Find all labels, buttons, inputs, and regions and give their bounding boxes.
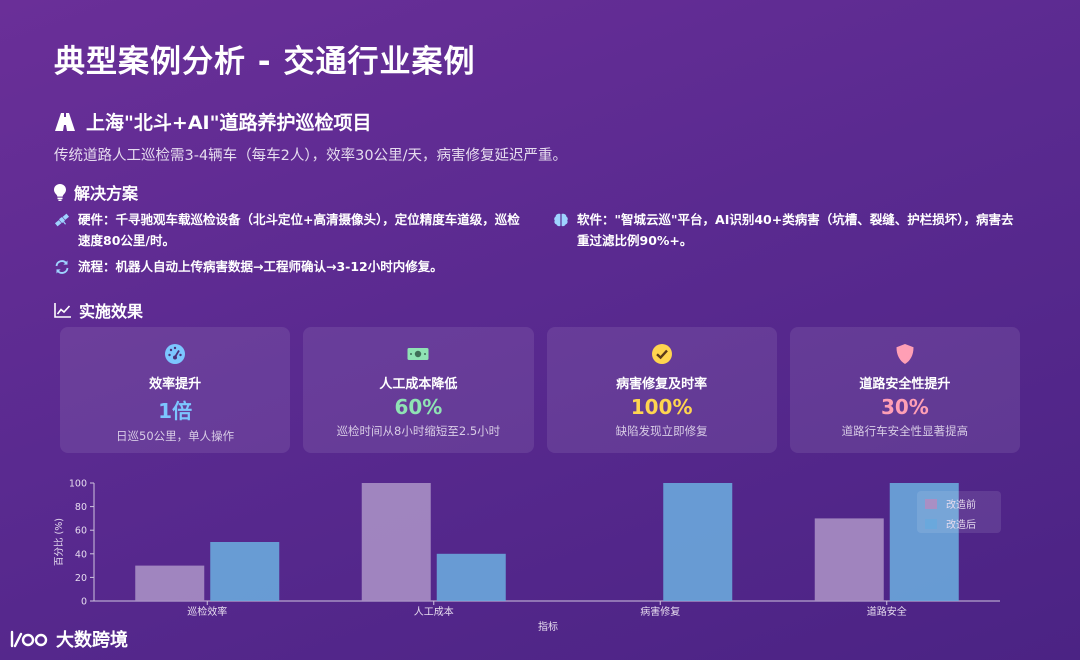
legend-swatch bbox=[925, 519, 937, 529]
brand-logo bbox=[10, 630, 48, 648]
effect-card-safety: 道路安全性提升 30% 道路行车安全性显著提高 bbox=[789, 327, 1020, 453]
effects-heading-label: 实施效果 bbox=[79, 302, 144, 321]
speedometer-icon bbox=[165, 344, 186, 364]
legend-label: 改造前 bbox=[946, 498, 976, 511]
road-icon bbox=[55, 112, 75, 131]
x-tick-label: 道路安全 bbox=[867, 605, 907, 618]
effects-heading: 实施效果 bbox=[54, 298, 143, 322]
legend-swatch bbox=[925, 499, 937, 509]
brand-watermark: 大数跨境 bbox=[10, 626, 128, 652]
project-description: 传统道路人工巡检需3-4辆车（每车2人），效率30公里/天，病害修复延迟严重。 bbox=[54, 148, 567, 164]
project-heading: 上海"北斗+AI"道路养护巡检项目 bbox=[54, 108, 372, 135]
legend-label: 改造后 bbox=[946, 518, 976, 531]
solution-item-text: 软件："智城云巡"平台，AI识别40+类病害（坑槽、裂缝、护栏损坏），病害去重过… bbox=[577, 212, 1014, 248]
legend-box bbox=[917, 491, 1001, 533]
brand-name: 大数跨境 bbox=[56, 630, 128, 651]
solution-item-software: 软件："智城云巡"平台，AI识别40+类病害（坑槽、裂缝、护栏损坏），病害去重过… bbox=[553, 209, 1023, 251]
bar-after bbox=[663, 483, 733, 601]
solution-item-text: 硬件：千寻驰观车载巡检设备（北斗定位+高清摄像头），定位精度车道级，巡检速度80… bbox=[78, 212, 520, 248]
bar-after bbox=[210, 542, 280, 601]
bar-after bbox=[889, 483, 959, 601]
y-tick-label: 20 bbox=[75, 573, 87, 584]
x-axis-label: 指标 bbox=[538, 620, 558, 633]
sync-icon bbox=[55, 260, 69, 274]
card-note: 日巡50公里，单人操作 bbox=[116, 429, 235, 443]
bar-before bbox=[135, 565, 205, 601]
solution-item-hardware: 硬件：千寻驰观车载巡检设备（北斗定位+高清摄像头），定位精度车道级，巡检速度80… bbox=[54, 209, 524, 251]
solution-heading-label: 解决方案 bbox=[74, 184, 139, 203]
check-circle-icon bbox=[651, 344, 672, 364]
effect-card-efficiency: 效率提升 1倍 日巡50公里，单人操作 bbox=[60, 327, 291, 453]
bar-after bbox=[436, 553, 506, 601]
card-title: 人工成本降低 bbox=[379, 377, 458, 392]
satellite-icon bbox=[54, 213, 70, 227]
x-tick-label: 人工成本 bbox=[414, 605, 454, 618]
card-title: 病害修复及时率 bbox=[616, 377, 708, 392]
card-value: 1倍 bbox=[158, 399, 193, 423]
solution-heading: 解决方案 bbox=[54, 180, 138, 204]
brain-icon bbox=[554, 213, 568, 227]
card-note: 缺陷发现立即修复 bbox=[615, 424, 708, 438]
card-value: 100% bbox=[630, 395, 693, 419]
y-tick-label: 40 bbox=[75, 549, 87, 560]
y-tick-label: 60 bbox=[75, 526, 87, 537]
card-note: 道路行车安全性显著提高 bbox=[841, 424, 969, 438]
x-tick-label: 病害修复 bbox=[640, 605, 680, 618]
shield-icon bbox=[896, 344, 914, 364]
card-value: 60% bbox=[394, 395, 443, 419]
project-name: 上海"北斗+AI"道路养护巡检项目 bbox=[86, 112, 372, 134]
effect-card-repair: 病害修复及时率 100% 缺陷发现立即修复 bbox=[546, 327, 777, 453]
bar-before bbox=[361, 483, 431, 601]
solution-item-text: 流程：机器人自动上传病害数据→工程师确认→3-12小时内修复。 bbox=[78, 259, 443, 274]
x-tick-label: 巡检效率 bbox=[187, 605, 227, 618]
lightbulb-icon bbox=[54, 183, 66, 201]
solution-item-process: 流程：机器人自动上传病害数据→工程师确认→3-12小时内修复。 bbox=[54, 256, 614, 277]
y-tick-label: 0 bbox=[81, 597, 87, 608]
card-title: 道路安全性提升 bbox=[859, 377, 951, 392]
page-title: 典型案例分析 - 交通行业案例 bbox=[54, 44, 476, 80]
y-axis-label: 百分比 (%) bbox=[53, 518, 65, 566]
bar-before bbox=[814, 518, 884, 601]
card-value: 30% bbox=[880, 395, 929, 419]
card-note: 巡检时间从8小时缩短至2.5小时 bbox=[336, 424, 501, 438]
y-tick-label: 80 bbox=[75, 502, 87, 513]
card-title: 效率提升 bbox=[149, 377, 202, 392]
chart-line-icon bbox=[54, 302, 71, 318]
money-icon bbox=[407, 348, 429, 360]
effects-cards: 效率提升 1倍 日巡50公里，单人操作 人工成本降低 60% 巡检时间从8小时缩… bbox=[60, 327, 1020, 453]
effect-card-cost: 人工成本降低 60% 巡检时间从8小时缩短至2.5小时 bbox=[303, 327, 534, 453]
y-tick-label: 100 bbox=[69, 479, 87, 490]
